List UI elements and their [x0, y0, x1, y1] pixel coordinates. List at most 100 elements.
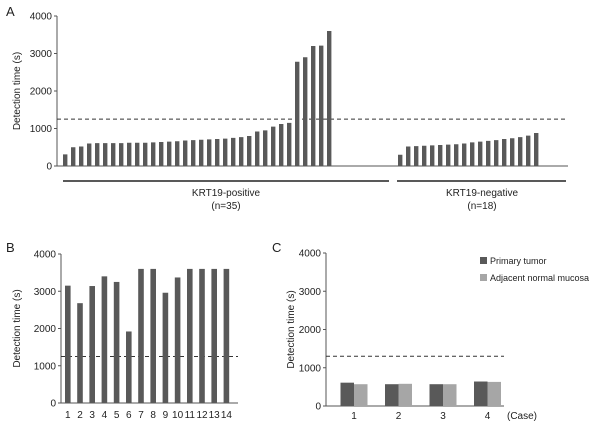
- panel-b-x-tick-label: 1: [65, 410, 71, 421]
- panel-a-bar: [263, 130, 268, 166]
- panel-a-bar: [462, 143, 467, 166]
- panel-a-bar: [279, 124, 284, 166]
- panel-a-y-tick-label: 2000: [30, 87, 53, 98]
- legend-swatch-primary-tumor: [480, 257, 487, 264]
- panel-c-bar-primary-tumor: [340, 382, 354, 406]
- panel-a-bar: [167, 141, 172, 166]
- panel-a-bar: [494, 140, 499, 166]
- panel-b-bar: [113, 281, 120, 403]
- panel-b-bar: [199, 268, 205, 403]
- panel-a-bar: [295, 61, 300, 166]
- panel-b-x-tick-label: 9: [163, 410, 169, 421]
- panel-b-x-tick-label: 4: [102, 410, 108, 421]
- panel-b-bar: [150, 268, 156, 403]
- panel-a-bar: [255, 131, 260, 166]
- panel-b-bar: [187, 268, 193, 403]
- panel-a: A Detection time (s) 0 1000 2000 3000 4000 K…: [6, 4, 568, 212]
- panel-c-y-axis-label: Detection time (s): [286, 290, 297, 368]
- panel-a-bar: [319, 45, 324, 166]
- panel-c-bar-primary-tumor: [474, 381, 488, 406]
- panel-a-bar: [303, 57, 308, 166]
- panel-b-x-tick-label: 10: [172, 410, 184, 421]
- panel-a-bar: [510, 138, 515, 166]
- panel-a-bar: [151, 142, 156, 166]
- panel-b-bar: [174, 277, 181, 403]
- panel-a-bar: [223, 138, 228, 166]
- panel-c-label: C: [272, 240, 281, 255]
- panel-b-y-tick-label: 1000: [34, 361, 57, 372]
- panel-b-label: B: [6, 240, 15, 255]
- panel-a-bar: [406, 146, 411, 166]
- panel-a-bar: [191, 140, 196, 166]
- panel-c-bar-adjacent-normal-mucosa: [487, 381, 501, 406]
- panel-a-bar: [135, 142, 140, 166]
- panel-a-y-tick-label: 0: [46, 162, 52, 173]
- panel-b-bars: 1 2 3 4 5 6 7 8 9 10 11 12 13 14: [65, 268, 233, 421]
- panel-a-bar: [127, 142, 132, 166]
- panel-b: B Detection time (s) 0 1000 2000 3000 4000 1…: [6, 240, 238, 421]
- legend-label-adjacent-normal-mucosa: Adjacent normal mucosa: [490, 273, 589, 283]
- panel-c-x-tick-label: 1: [351, 411, 357, 422]
- panel-b-x-tick-label: 6: [126, 410, 132, 421]
- panel-c-bar-primary-tumor: [385, 384, 399, 406]
- panel-b-x-tick-label: 5: [114, 410, 120, 421]
- panel-b-y-axis-label: Detection time (s): [12, 289, 23, 367]
- panel-a-bar: [271, 126, 276, 166]
- group-n-krt19-positive: (n=35): [211, 201, 240, 212]
- panel-a-bar: [111, 143, 116, 166]
- panel-b-bar: [138, 268, 144, 403]
- panel-c-bar-primary-tumor: [429, 384, 443, 406]
- panel-a-bar: [398, 154, 403, 166]
- panel-c: C Detection time (s) 0 1000 2000 3000 4000 1…: [272, 240, 589, 422]
- panel-b-bar: [101, 276, 108, 403]
- panel-a-bar: [119, 143, 124, 166]
- panel-a-bar: [422, 145, 427, 166]
- panel-b-x-tick-label: 7: [138, 410, 144, 421]
- panel-a-bar: [207, 139, 212, 166]
- panel-c-x-tick-label: 2: [396, 411, 402, 422]
- panel-b-x-tick-label: 3: [89, 410, 95, 421]
- panel-b-bar: [65, 285, 71, 403]
- panel-a-y-tick-label: 4000: [30, 12, 53, 23]
- panel-a-bar: [239, 137, 244, 166]
- panel-a-bar: [327, 31, 332, 166]
- panel-a-bar: [430, 145, 435, 166]
- legend-swatch-adjacent-normal-mucosa: [480, 274, 487, 281]
- panel-a-group-labels: KRT19-positive (n=35) KRT19-negative (n=…: [63, 180, 566, 212]
- panel-a-bar: [71, 147, 76, 166]
- panel-c-y-tick-label: 2000: [299, 325, 322, 336]
- panel-a-bar: [247, 136, 252, 166]
- panel-a-label: A: [6, 4, 15, 19]
- panel-c-bars: 1 2 3 4: [340, 381, 501, 422]
- panel-c-bar-adjacent-normal-mucosa: [398, 383, 412, 406]
- panel-a-bar: [287, 122, 292, 166]
- group-label-krt19-positive: KRT19-positive: [192, 188, 261, 199]
- panel-a-bar: [454, 144, 459, 166]
- panel-a-bar: [478, 141, 483, 166]
- panel-c-bar-adjacent-normal-mucosa: [354, 384, 368, 406]
- panel-c-bar-adjacent-normal-mucosa: [443, 384, 457, 406]
- panel-b-x-tick-label: 14: [221, 410, 233, 421]
- panel-a-bar: [159, 142, 164, 166]
- panel-a-bar: [534, 133, 539, 166]
- panel-b-bar: [77, 303, 83, 403]
- panel-c-y-tick-label: 4000: [299, 249, 322, 260]
- panel-a-bar: [526, 135, 531, 166]
- panel-b-bar: [126, 331, 132, 403]
- panel-a-bars: [63, 31, 539, 166]
- panel-a-bar: [438, 145, 443, 166]
- panel-a-y-tick-label: 3000: [30, 49, 53, 60]
- panel-a-y-axis-label: Detection time (s): [12, 52, 23, 130]
- panel-c-x-axis-label: (Case): [507, 411, 537, 422]
- panel-b-x-tick-label: 13: [209, 410, 221, 421]
- panel-c-legend: Primary tumor Adjacent normal mucosa: [480, 256, 589, 283]
- panel-c-x-tick-label: 3: [440, 411, 446, 422]
- panel-a-bar: [63, 154, 68, 166]
- panel-a-bar: [103, 143, 108, 166]
- panel-a-bar: [87, 143, 92, 166]
- panel-a-bar: [175, 141, 180, 166]
- panel-a-bar: [470, 142, 475, 166]
- panel-b-y-tick-label: 0: [50, 399, 56, 410]
- panel-a-bar: [486, 140, 491, 166]
